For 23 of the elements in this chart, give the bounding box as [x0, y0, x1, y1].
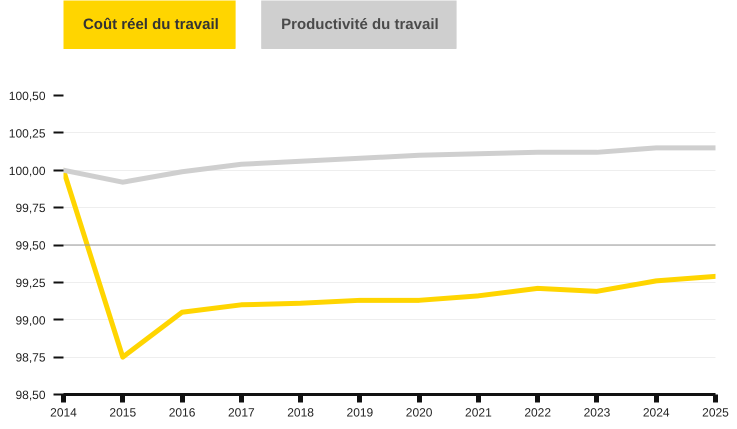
y-tick-label: 100,25	[8, 126, 46, 140]
x-tick-label: 2018	[287, 406, 314, 420]
x-tick-label: 2015	[109, 406, 136, 420]
y-tick-label: 99,50	[15, 238, 46, 252]
y-tick-label: 100,50	[8, 89, 46, 103]
x-tick-label: 2024	[642, 406, 670, 420]
text: Coût réel du travail	[82, 16, 219, 33]
y-tick-label: 98,50	[15, 388, 46, 402]
x-tick-label: 2021	[465, 406, 492, 420]
x-tick-label: 2025	[702, 406, 730, 420]
x-tick-label: 2014	[50, 406, 78, 420]
y-tick-label: 99,75	[15, 201, 46, 216]
y-tick-label: 99,00	[15, 313, 46, 328]
y-tick-label: 99,25	[15, 276, 46, 290]
x-tick-label: 2023	[584, 406, 611, 420]
x-tick-label: 2020	[406, 406, 433, 420]
y-tick-label: 98,75	[15, 350, 46, 365]
x-tick-label: 2017	[228, 406, 255, 420]
text: Productivité du travail	[281, 16, 439, 33]
x-tick-label: 2019	[346, 406, 374, 420]
y-tick-label: 100,00	[8, 164, 46, 178]
x-tick-label: 2022	[524, 406, 552, 420]
x-tick-label: 2016	[168, 406, 196, 420]
